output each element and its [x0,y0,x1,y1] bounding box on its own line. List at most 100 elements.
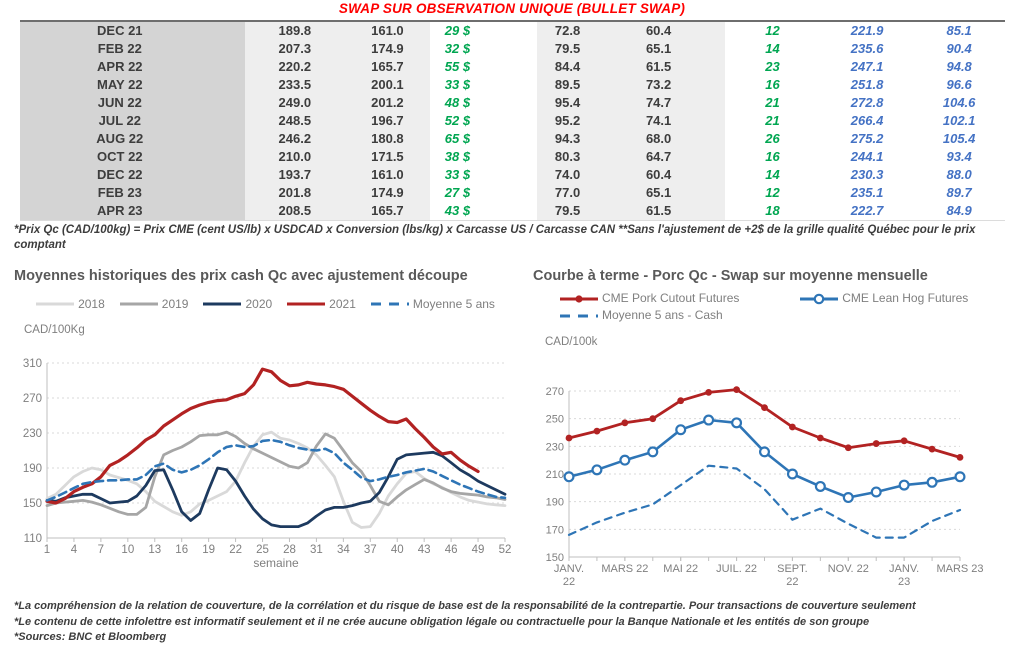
legend-swatch-line-icon [36,302,75,306]
value-cell: 61.5 [611,202,726,220]
svg-text:MARS 23: MARS 23 [936,563,983,575]
value-cell: 60.4 [611,166,726,184]
legend-item: Moyenne 5 ans [370,297,495,311]
value-cell: 247.1 [850,59,884,74]
month-cell: APR 22 [20,58,245,76]
swap-table: DEC 21 189.8 161.0 29 $72.8 60.4 12 221.9 85.1 F… [20,20,1005,221]
value-cell: 272.8 [850,95,884,110]
value-cell: 16 [765,77,780,92]
table-row: MAY 22 233.5 200.1 33 $ 89.5 73.2 16 251.8 96.6 [20,76,1005,94]
svg-text:270: 270 [546,386,564,398]
svg-text:7: 7 [98,544,104,556]
legend-item: CME Pork Cutout Futures [559,290,799,307]
svg-text:37: 37 [364,544,377,556]
svg-text:1: 1 [44,544,50,556]
svg-text:19: 19 [202,544,215,556]
value-cell: 61.5 [611,58,726,76]
value-cell: 244.1 [850,149,884,164]
svg-text:150: 150 [23,498,42,510]
svg-text:22: 22 [786,576,798,588]
value-cell: 90.4 [946,41,972,56]
left-chart-title: Moyennes historiques des prix cash Qc av… [14,268,468,284]
value-cell: 77.0 [537,184,612,202]
legend-item: 2018 [35,297,105,311]
value-cell: 93.4 [946,149,972,164]
svg-text:22: 22 [563,576,575,588]
value-cell: 79.5 [537,202,612,220]
table-row: DEC 21 189.8 161.0 29 $ 72.8 60.4 12 221.9 85.1 [20,22,1005,40]
legend-item: 2021 [286,297,356,311]
svg-text:43: 43 [418,544,431,556]
value-cell: 55 $ [444,59,471,74]
svg-text:13: 13 [148,544,161,556]
value-cell: 18 [765,203,780,218]
value-cell: 48 $ [444,95,471,110]
value-cell: 161.0 [345,22,430,40]
value-cell: 251.8 [850,77,884,92]
value-cell: 16 [765,149,780,164]
value-cell: 95.2 [537,112,612,130]
svg-text:25: 25 [256,544,269,556]
legend-label: 2021 [329,297,356,311]
svg-text:52: 52 [499,544,512,556]
legend-swatch-line-icon [287,302,326,306]
value-cell: 21 [765,113,780,128]
value-cell: 33 $ [444,77,471,92]
value-cell: 165.7 [345,58,430,76]
value-cell: 174.9 [345,40,430,58]
value-cell: 180.8 [345,130,430,148]
value-cell: 27 $ [444,185,471,200]
legend-item: Moyenne 5 ans - Cash [559,307,1021,324]
value-cell: 68.0 [611,130,726,148]
value-cell: 105.4 [942,131,976,146]
value-cell: 266.4 [850,113,884,128]
legend-swatch-circle-icon [800,293,839,304]
month-cell: DEC 21 [20,22,245,40]
svg-text:110: 110 [24,533,42,545]
value-cell: 248.5 [244,112,346,130]
table-row: APR 23 208.5 165.7 43 $ 79.5 61.5 18 222.7 84.9 [20,202,1005,220]
value-cell: 201.2 [345,94,430,112]
svg-text:semaine: semaine [253,556,299,570]
value-cell: 104.6 [942,95,976,110]
value-cell: 52 $ [444,113,471,128]
value-cell: 174.9 [345,184,430,202]
legend-label: 2018 [78,297,105,311]
svg-text:JANV.: JANV. [889,563,919,575]
left-chart-legend: 2018 2019 2020 2021 Moyenne 5 ans [14,297,516,311]
value-cell: 235.6 [850,41,884,56]
legend-swatch-line-icon [370,302,409,306]
value-cell: 38 $ [444,149,471,164]
value-cell: 222.7 [850,203,884,218]
month-cell: JUN 22 [20,94,245,112]
value-cell: 161.0 [345,166,430,184]
value-cell: 102.1 [942,113,976,128]
legend-item: CME Lean Hog Futures [799,290,1021,307]
legend-swatch-line-icon [119,302,158,306]
value-cell: 88.0 [946,167,972,182]
table-row: JUN 22 249.0 201.2 48 $ 95.4 74.7 21 272.8 104.6 [20,94,1005,112]
legend-label: Moyenne 5 ans [412,297,495,311]
svg-text:16: 16 [175,544,188,556]
value-cell: 246.2 [244,130,346,148]
value-cell: 23 [765,59,780,74]
svg-text:40: 40 [391,544,404,556]
svg-text:190: 190 [546,497,564,509]
legend-item: 2019 [119,297,188,311]
value-cell: 89.5 [537,76,612,94]
note-line: *Le contenu de cette infolettre est info… [14,615,870,628]
table-row: FEB 22 207.3 174.9 32 $ 79.5 65.1 14 235.6 90.4 [20,40,1005,58]
value-cell: 207.3 [244,40,346,58]
month-cell: MAY 22 [20,76,245,94]
svg-text:150: 150 [546,552,564,564]
svg-text:10: 10 [121,544,134,556]
table-footnote: *Prix Qc (CAD/100kg) = Prix CME (cent US… [14,224,976,252]
value-cell: 89.7 [946,185,972,200]
value-cell: 233.5 [244,76,346,94]
value-cell: 12 [765,185,780,200]
svg-text:230: 230 [546,441,564,453]
svg-text:34: 34 [337,544,350,556]
value-cell: 43 $ [444,203,471,218]
legend-label: CME Lean Hog Futures [842,291,969,305]
